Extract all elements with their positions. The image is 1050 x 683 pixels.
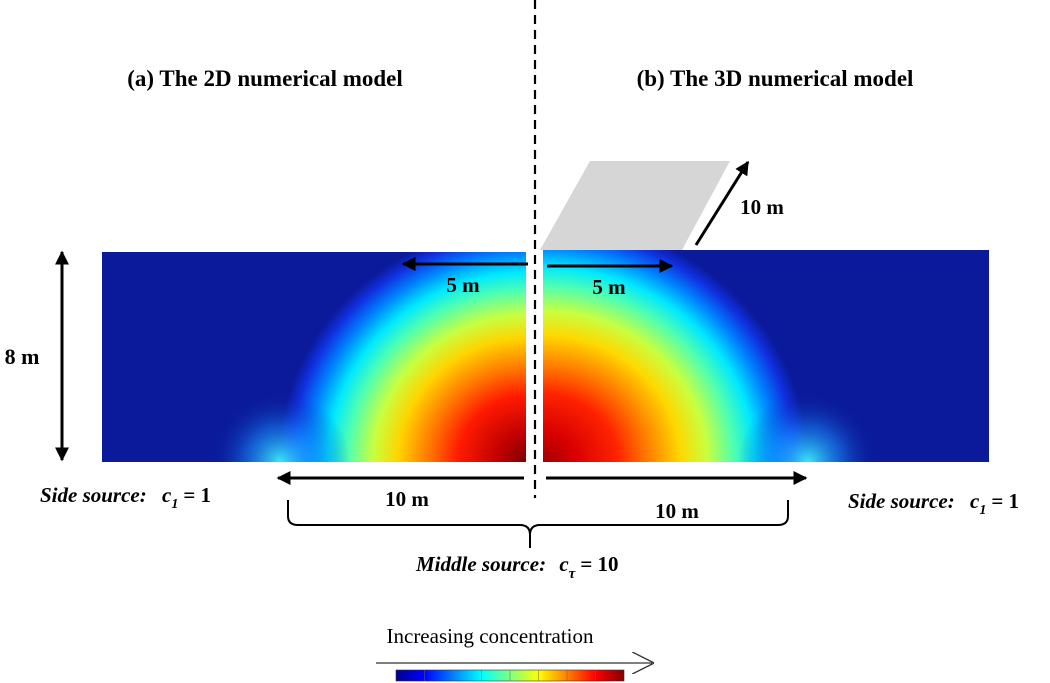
side-source-right-label: Side source: c1 = 1 bbox=[848, 489, 1019, 518]
middle-source-brace bbox=[287, 500, 789, 548]
side-source-left-sub: 1 bbox=[171, 497, 178, 512]
middle-source-text: Middle source: bbox=[415, 552, 546, 576]
side-source-left-value: = 1 bbox=[183, 483, 211, 507]
panel-b-title: (b) The 3D numerical model bbox=[637, 66, 914, 91]
half-width-label-left: 5 m bbox=[446, 273, 480, 297]
depth-3d-label: 10 m bbox=[740, 195, 784, 219]
side-source-right-sub: 1 bbox=[979, 503, 986, 518]
middle-source-label: Middle source: cτ = 10 bbox=[415, 552, 619, 582]
middle-source-value: = 10 bbox=[580, 552, 618, 576]
middle-source-symbol: c bbox=[559, 552, 569, 576]
panel-a-title: (a) The 2D numerical model bbox=[127, 66, 403, 91]
middle-source-sub: τ bbox=[569, 566, 577, 582]
side-source-left-symbol: c bbox=[162, 483, 172, 507]
depth-label: 8 m bbox=[5, 344, 40, 369]
half-width-label-right: 5 m bbox=[592, 275, 626, 299]
extent-label-left: 10 m bbox=[385, 487, 429, 511]
colorbar-ticks bbox=[424, 670, 596, 681]
panel-3d-field bbox=[543, 250, 989, 462]
plane-3d-surface bbox=[540, 161, 730, 250]
extent-label-right: 10 m bbox=[655, 499, 699, 523]
side-source-right-symbol: c bbox=[970, 489, 980, 513]
side-source-left-label: Side source: c1 = 1 bbox=[40, 483, 211, 512]
side-source-left-text: Side source: bbox=[40, 483, 147, 507]
depth-3d-arrow bbox=[694, 160, 750, 246]
colorbar-label: Increasing concentration bbox=[387, 624, 594, 648]
panel-2d-field bbox=[102, 252, 526, 462]
side-source-right-text: Side source: bbox=[848, 489, 955, 513]
side-source-right-value: = 1 bbox=[991, 489, 1019, 513]
